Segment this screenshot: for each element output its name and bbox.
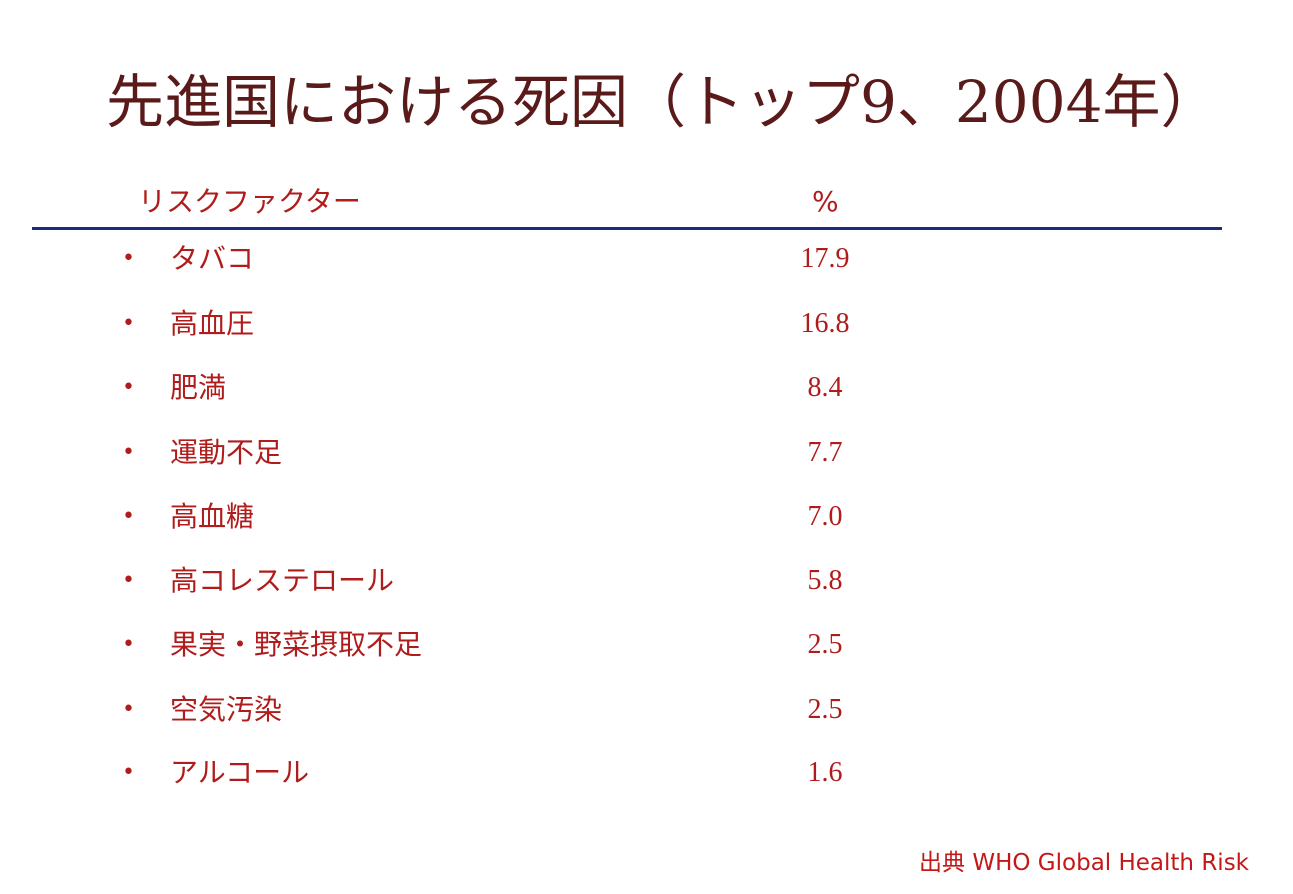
risk-factor-percent: 2.5 [807,694,843,725]
column-header-percent: % [812,185,839,218]
risk-factor-percent: 8.4 [807,372,843,403]
risk-factor-label: 果実・野菜摂取不足 [170,628,423,661]
bullet-icon: • [122,440,135,465]
list-item: • 運動不足 7.7 [0,428,1293,478]
bullet-icon: • [122,632,135,657]
bullet-icon: • [122,311,135,336]
bullet-icon: • [122,375,135,400]
bullet-icon: • [122,697,135,722]
header-divider [32,227,1222,230]
risk-factor-percent: 16.8 [800,308,850,339]
risk-factor-label: 高血圧 [170,307,255,340]
list-item: • タバコ 17.9 [0,234,1293,284]
risk-factor-label: 高血糖 [170,500,255,533]
list-item: • 果実・野菜摂取不足 2.5 [0,620,1293,670]
source-citation: 出典 WHO Global Health Risk [919,850,1249,876]
risk-factor-label: 肥満 [170,371,227,404]
risk-factor-percent: 1.6 [807,757,843,788]
bullet-icon: • [122,760,135,785]
list-item: • 高コレステロール 5.8 [0,556,1293,606]
risk-factor-percent: 17.9 [800,243,850,274]
risk-factor-percent: 7.7 [807,437,843,468]
risk-factor-percent: 7.0 [807,501,843,532]
bullet-icon: • [122,246,135,271]
slide-title: 先進国における死因（トップ9、2004年） [106,68,1219,136]
risk-factor-label: アルコール [170,756,310,789]
risk-factor-label: 運動不足 [170,436,283,469]
list-item: • 肥満 8.4 [0,363,1293,413]
bullet-icon: • [122,504,135,529]
list-item: • アルコール 1.6 [0,748,1293,798]
bullet-icon: • [122,568,135,593]
list-item: • 高血糖 7.0 [0,492,1293,542]
column-header-risk-factor: リスクファクター [138,185,361,218]
risk-factor-label: 空気汚染 [170,693,283,726]
risk-factor-percent: 5.8 [807,565,843,596]
risk-factor-label: タバコ [170,242,255,275]
risk-factor-label: 高コレステロール [170,564,395,597]
risk-factor-percent: 2.5 [807,629,843,660]
list-item: • 高血圧 16.8 [0,299,1293,349]
list-item: • 空気汚染 2.5 [0,685,1293,735]
